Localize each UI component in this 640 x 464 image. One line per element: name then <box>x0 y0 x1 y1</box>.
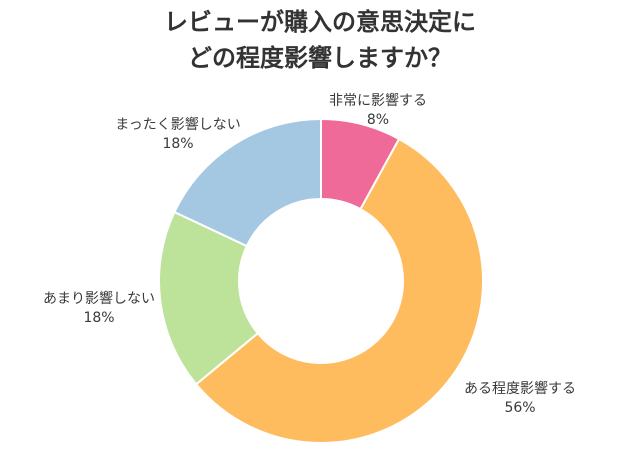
slice-somewhat-influential <box>194 137 484 444</box>
chart-title-line-2: どの程度影響しますか？ <box>188 44 452 72</box>
chart-title-line-1: レビューが購入の意思決定に <box>164 8 476 36</box>
slice-not-at-all-influential <box>173 117 322 248</box>
slice-label-value: 18% <box>162 136 194 152</box>
slice-label-very-influential: 非常に影響する 8% <box>318 92 438 130</box>
slice-label-text: 非常に影響する <box>329 93 427 109</box>
slice-label-not-at-all-influential: まったく影響しない 18% <box>98 116 258 154</box>
slice-label-value: 18% <box>83 310 115 326</box>
slice-label-text: あまり影響しない <box>43 291 155 307</box>
slice-label-value: 8% <box>366 112 390 128</box>
chart-title: レビューが購入の意思決定に どの程度影響しますか？ <box>0 4 640 76</box>
slice-label-somewhat-influential: ある程度影響する 56% <box>440 380 600 418</box>
slice-label-text: ある程度影響する <box>464 381 576 397</box>
slice-label-text: まったく影響しない <box>115 117 241 133</box>
slice-label-not-very-influential: あまり影響しない 18% <box>24 290 174 328</box>
slice-label-value: 56% <box>504 400 536 416</box>
slice-not-very-influential <box>158 210 260 386</box>
